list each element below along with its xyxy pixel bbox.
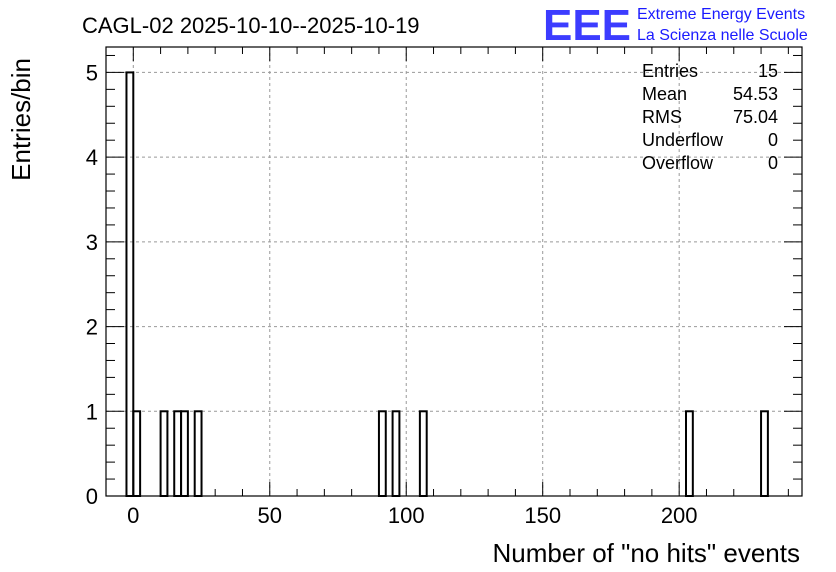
stat-label: Underflow [642,130,724,150]
y-tick-label: 3 [86,230,98,255]
y-tick-label: 5 [86,60,98,85]
stat-value: 0 [768,153,778,173]
y-tick-label: 4 [86,145,98,170]
x-tick-label: 200 [661,503,698,528]
stat-value: 75.04 [733,107,778,127]
histogram-bar [125,71,135,497]
chart-title: CAGL-02 2025-10-10--2025-10-19 [82,13,420,38]
x-tick-label: 100 [388,503,425,528]
logo-line-2: La Scienza nelle Scuole [637,27,808,44]
histogram-bar [132,410,142,497]
eee-logo-mark: EEE [543,1,631,50]
y-tick-label: 2 [86,315,98,340]
histogram-bar [685,410,694,497]
histogram-bar [159,410,169,497]
stat-label: Entries [642,61,698,81]
stat-label: RMS [642,107,682,127]
x-tick-label: 150 [524,503,561,528]
stat-label: Mean [642,84,687,104]
stats-box: Entries 15 Mean 54.53 RMS 75.04 Underflow 0 Over… [642,61,778,173]
y-tick-label: 0 [86,484,98,509]
y-axis-label: Entries/bin [6,58,36,181]
histogram-bar [377,410,387,497]
histogram-bar [173,410,183,497]
logo-line-1: Extreme Energy Events [637,6,805,23]
plot-frame [105,46,803,497]
histogram-bar [418,410,428,497]
grid-lines [106,47,802,496]
histogram-bar [180,410,189,497]
x-tick-label: 50 [258,503,282,528]
stat-label: Overflow [642,153,714,173]
stat-value: 15 [758,61,778,81]
y-tick-label: 1 [86,399,98,424]
histogram-bar [760,410,769,497]
stat-value: 0 [768,130,778,150]
histogram-bar [193,410,203,497]
eee-logo: EEE Extreme Energy Events La Scienza nel… [543,1,808,50]
x-tick-label: 0 [127,503,139,528]
stat-value: 54.53 [733,84,778,104]
x-axis-label: Number of "no hits" events [493,538,801,568]
histogram-bar [391,410,401,497]
